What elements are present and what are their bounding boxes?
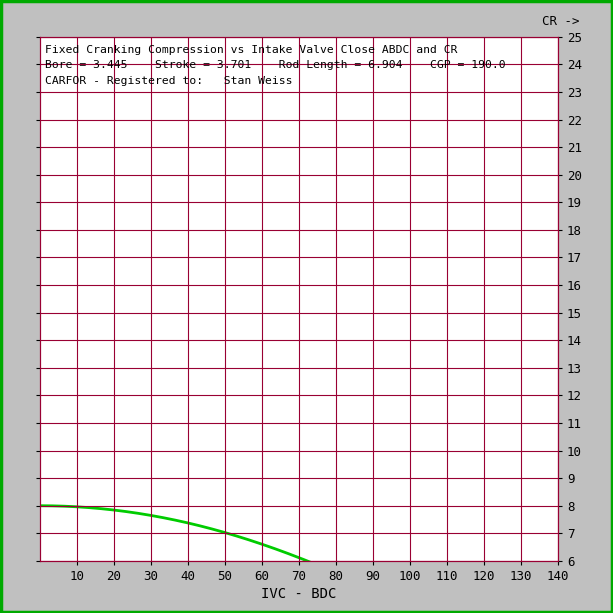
Text: CARFOR - Registered to:   Stan Weiss: CARFOR - Registered to: Stan Weiss [45,76,292,86]
Text: Fixed Cranking Compression vs Intake Valve Close ABDC and CR: Fixed Cranking Compression vs Intake Val… [45,45,457,55]
Text: CR ->: CR -> [542,15,579,28]
X-axis label: IVC - BDC: IVC - BDC [261,587,337,601]
Text: Bore = 3.445    Stroke = 3.701    Rod Length = 6.904    CGP = 190.0: Bore = 3.445 Stroke = 3.701 Rod Length =… [45,60,506,70]
